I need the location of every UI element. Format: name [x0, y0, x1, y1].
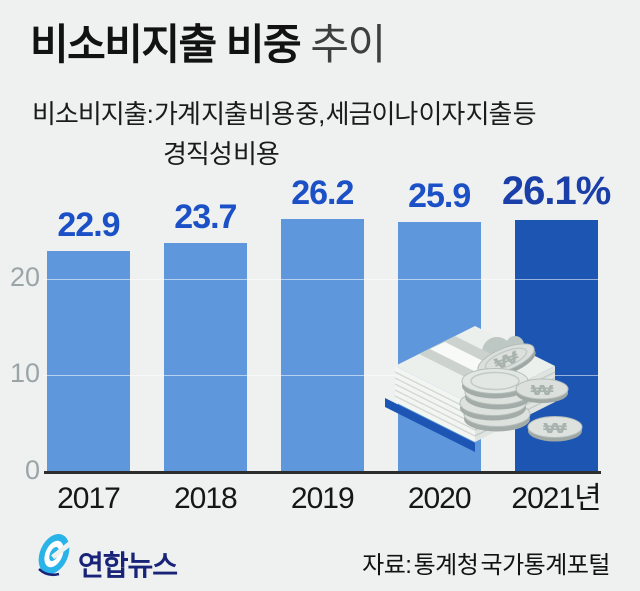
x-axis-line [44, 471, 601, 474]
gridline-10 [44, 375, 601, 377]
page-title: 비소비지출 비중 추이 [30, 21, 386, 68]
y-axis-tick-label: 20 [9, 261, 40, 292]
x-axis-label-2018: 2018 [174, 482, 238, 515]
value-label-2017: 22.9 [57, 205, 120, 244]
x-axis-label-2017: 2017 [57, 482, 121, 515]
gridline-20 [44, 278, 601, 280]
value-label-2020: 25.9 [408, 176, 471, 215]
x-axis-label-2020: 2020 [407, 482, 472, 515]
bar-2017 [47, 250, 130, 472]
won-coin-loose-2: ₩ [527, 416, 583, 442]
won-symbol: ₩ [531, 383, 554, 399]
won-coin-stack [459, 368, 532, 432]
bar-2018 [163, 243, 247, 472]
yonhap-logo-text: 연합뉴스 [78, 550, 178, 581]
bills-shadow [385, 398, 475, 452]
x-axis-label-2019: 2019 [290, 482, 355, 515]
value-label-2021년: 26.1% [501, 168, 611, 213]
yonhap-logo-icon [38, 533, 72, 577]
page-title-sub: 추이 [300, 21, 386, 68]
page-title-main: 비소비지출 비중 [30, 21, 302, 68]
chart-description-line1: 비소비지출: 가계 지출 비용 중, 세금이나 이자 지출 등 [32, 99, 537, 129]
chart-description: 비소비지출: 가계 지출 비용 중, 세금이나 이자 지출 등 경직성 비용 [32, 94, 537, 174]
y-axis-tick-label: 0 [24, 455, 40, 485]
value-label-2019: 26.2 [291, 173, 354, 212]
bar-2019 [280, 218, 364, 472]
chart-description-line2: 경직성 비용 [163, 139, 280, 169]
money-illustration: ₩ ₩ ₩ [385, 326, 583, 452]
value-label-2018: 23.7 [174, 198, 237, 237]
source-credit: 자료: 통계청 국가통계포털 [362, 552, 610, 579]
won-symbol: ₩ [543, 420, 567, 437]
x-axis-label-2021년: 2021년 [511, 482, 601, 515]
y-axis-tick-label: 10 [9, 358, 40, 389]
won-coin-loose-1: ₩ [515, 378, 569, 403]
